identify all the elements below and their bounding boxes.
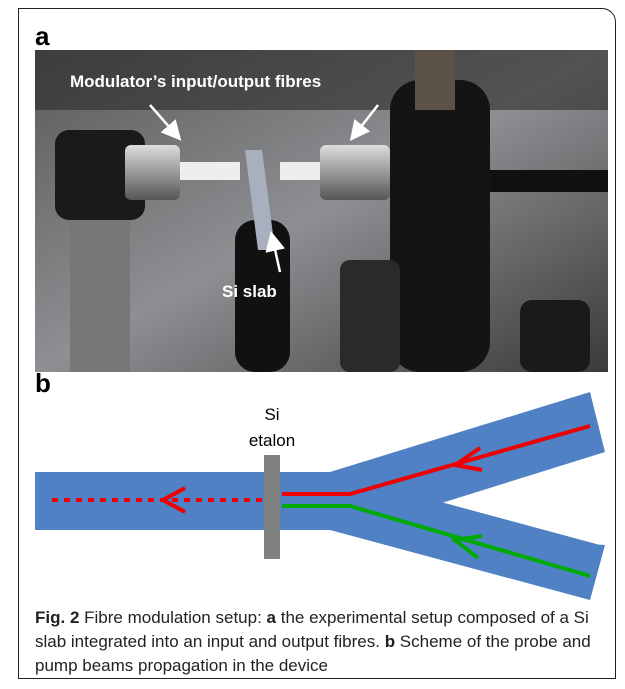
panel-label: a bbox=[35, 21, 50, 51]
caption-panel: a bbox=[267, 608, 276, 627]
figure: a Modulator’s input/output fibres Si sla… bbox=[0, 0, 625, 600]
page: a Modulator’s input/output fibres Si sla… bbox=[0, 0, 625, 689]
photo bbox=[35, 50, 608, 372]
figure-number: Fig. 2 bbox=[35, 608, 79, 627]
annotation: Si slab bbox=[222, 282, 277, 301]
caption-text: Fibre modulation setup: bbox=[84, 608, 266, 627]
diagram bbox=[35, 392, 605, 600]
annotation: Modulator’s input/output fibres bbox=[70, 72, 321, 91]
caption: Fig. 2 Fibre modulation setup: a the exp… bbox=[35, 606, 610, 678]
etalon-label: Si bbox=[264, 405, 279, 424]
panel-label: b bbox=[35, 368, 51, 398]
caption-panel: b bbox=[385, 632, 395, 651]
etalon-label: etalon bbox=[249, 431, 295, 450]
